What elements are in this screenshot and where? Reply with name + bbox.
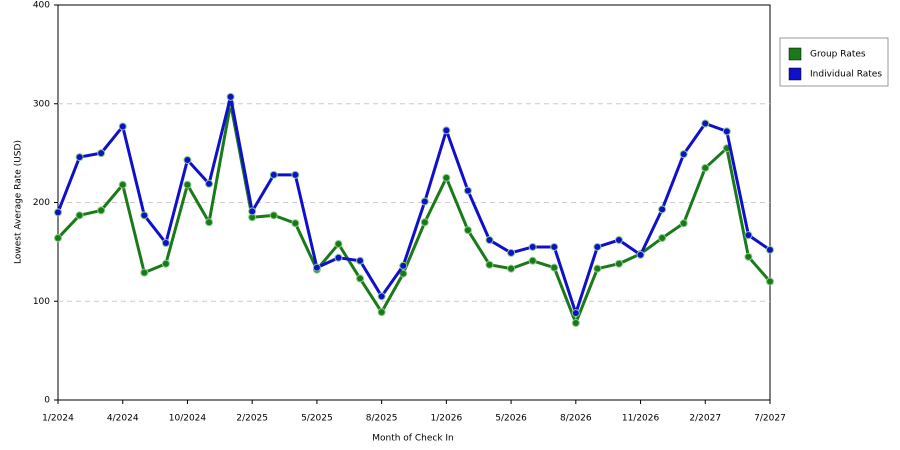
data-point [744, 252, 753, 261]
data-point [161, 259, 170, 268]
data-point [54, 208, 62, 217]
data-point [442, 173, 451, 182]
data-point [614, 259, 623, 268]
data-point [97, 206, 106, 215]
data-point [571, 318, 580, 327]
data-point [161, 238, 170, 247]
data-point [420, 197, 429, 206]
x-tick-label: 11/2026 [622, 414, 660, 424]
x-tick-label: 1/2024 [42, 414, 74, 424]
data-point [269, 170, 278, 179]
data-point [140, 211, 149, 220]
data-point [679, 150, 688, 159]
data-point [766, 245, 774, 254]
data-point [205, 179, 214, 188]
x-tick-label: 5/2025 [301, 414, 333, 424]
x-tick-label: 7/2027 [754, 414, 786, 424]
data-point [463, 186, 472, 195]
data-point [291, 170, 300, 179]
data-point [766, 277, 774, 286]
data-point [571, 309, 580, 318]
x-tick-label: 10/2024 [169, 414, 207, 424]
data-point [679, 219, 688, 228]
data-point [507, 264, 516, 273]
data-point [205, 218, 214, 227]
data-point [118, 122, 127, 131]
data-point [356, 274, 365, 283]
legend-label: Group Rates [810, 50, 866, 60]
data-point [593, 264, 602, 273]
data-point [183, 156, 192, 165]
data-point [248, 207, 257, 216]
data-point [420, 218, 429, 227]
y-tick-label: 300 [33, 99, 50, 109]
data-point [54, 234, 62, 243]
data-point [463, 226, 472, 235]
data-point [485, 260, 494, 269]
data-point [399, 261, 408, 270]
y-tick-label: 400 [33, 1, 50, 11]
data-point [528, 242, 537, 251]
data-point [75, 211, 84, 220]
data-point [97, 149, 106, 158]
x-tick-label: 8/2025 [366, 414, 398, 424]
x-tick-label: 2/2027 [689, 414, 721, 424]
data-point [636, 250, 645, 259]
x-tick-label: 4/2024 [107, 414, 139, 424]
x-tick-label: 5/2026 [495, 414, 527, 424]
x-tick-label: 1/2026 [431, 414, 463, 424]
legend-label: Individual Rates [810, 70, 882, 80]
data-point [312, 263, 321, 272]
data-point [658, 234, 667, 243]
data-point [442, 126, 451, 135]
data-point [291, 219, 300, 228]
legend-swatch [788, 67, 802, 81]
series-line [56, 95, 771, 315]
data-point [614, 236, 623, 245]
data-point [722, 127, 731, 136]
y-tick-label: 100 [33, 297, 50, 307]
data-point [334, 253, 343, 262]
data-point [226, 92, 235, 101]
data-point [399, 269, 408, 278]
data-point [528, 256, 537, 265]
data-point [744, 231, 753, 240]
data-point [550, 242, 559, 251]
data-point [701, 163, 710, 172]
data-point [269, 211, 278, 220]
x-tick-label: 8/2026 [560, 414, 592, 424]
y-tick-label: 0 [44, 396, 50, 406]
data-point [183, 180, 192, 189]
x-axis-label: Month of Check In [372, 434, 454, 444]
data-point [140, 268, 149, 277]
data-point [75, 153, 84, 162]
y-tick-label: 200 [33, 198, 50, 208]
legend-swatch [788, 47, 802, 61]
data-point [507, 248, 516, 257]
y-axis-label: Lowest Average Rate (USD) [14, 140, 24, 264]
data-point [550, 263, 559, 272]
series-line [56, 102, 772, 325]
data-point [377, 308, 386, 317]
data-point [377, 292, 386, 301]
data-point [485, 236, 494, 245]
data-point [334, 239, 343, 248]
data-point [701, 119, 710, 128]
data-point [356, 256, 365, 265]
data-point [593, 242, 602, 251]
data-point [118, 180, 127, 189]
x-tick-label: 2/2025 [236, 414, 268, 424]
data-point [658, 205, 667, 214]
